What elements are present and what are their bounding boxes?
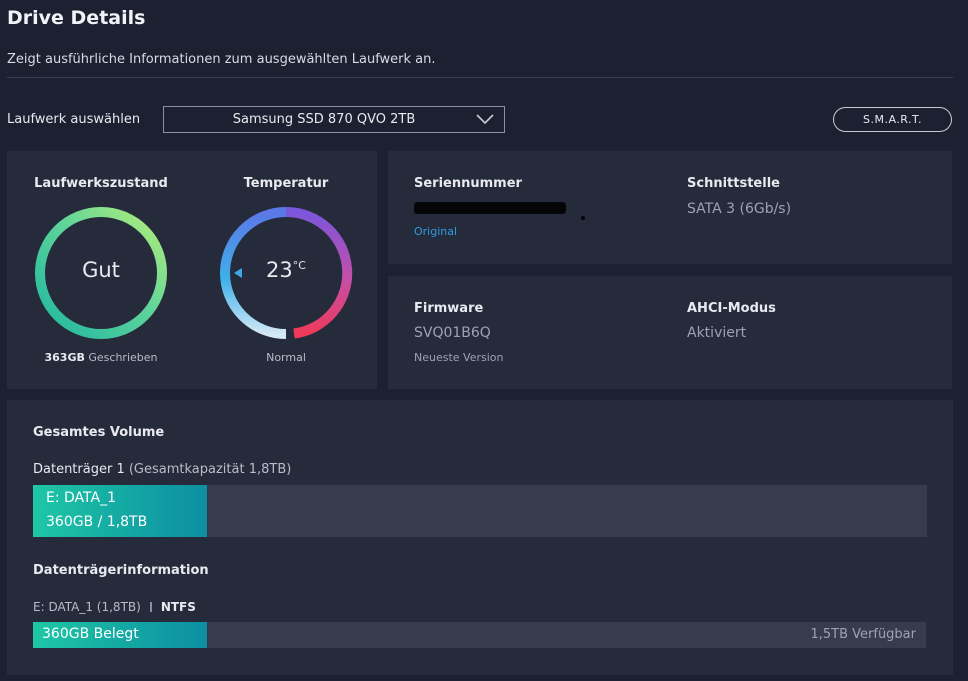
ahci-value: Aktiviert: [687, 325, 747, 341]
temperature-indicator: [234, 268, 242, 278]
drive-select-label: Laufwerk auswählen: [7, 112, 141, 127]
serial-interface-card: Seriennummer Original Schnittstelle SATA…: [388, 151, 952, 264]
health-gauge: [35, 207, 167, 339]
temperature-gauge: [220, 206, 353, 339]
written-label: Geschrieben: [88, 351, 158, 364]
usage-bar: 360GB Belegt 1,5TB Verfügbar: [33, 622, 926, 648]
temperature-number: 23: [266, 258, 293, 282]
redaction-dot: [581, 216, 585, 220]
written-amount: 363GB: [44, 351, 85, 364]
partition-block[interactable]: E: DATA_1 360GB / 1,8TB: [33, 485, 208, 537]
disk-info-partition: E: DATA_1 (1,8TB): [33, 600, 141, 614]
interface-label: Schnittstelle: [687, 176, 780, 191]
firmware-status: Neueste Version: [414, 351, 504, 364]
firmware-label: Firmware: [414, 301, 484, 316]
info-separator: [149, 602, 152, 612]
volume-title: Gesamtes Volume: [33, 425, 165, 440]
usage-free-label: 1,5TB Verfügbar: [810, 627, 916, 642]
disk-info-filesystem: NTFS: [160, 600, 196, 614]
partition-size: 360GB / 1,8TB: [46, 514, 148, 530]
drive-status-card: Laufwerkszustand Gut 363GB Geschrieben T…: [7, 151, 377, 389]
disk-info-title: Datenträgerinformation: [33, 563, 209, 578]
usage-used-label: 360GB Belegt: [42, 626, 139, 642]
ahci-label: AHCI-Modus: [687, 301, 776, 316]
health-value: Gut: [82, 258, 120, 282]
serial-label: Seriennummer: [414, 176, 522, 191]
page-title: Drive Details: [7, 7, 146, 29]
volume-card: Gesamtes Volume Datenträger 1 (Gesamtkap…: [7, 400, 953, 675]
temperature-title: Temperatur: [243, 176, 329, 191]
drive-select-dropdown[interactable]: Samsung SSD 870 QVO 2TB: [163, 106, 505, 133]
title-divider: [7, 77, 953, 78]
drive-select-value: Samsung SSD 870 QVO 2TB: [232, 112, 416, 127]
interface-value: SATA 3 (6Gb/s): [687, 201, 792, 217]
partition-name: E: DATA_1: [46, 490, 116, 506]
disk-line: Datenträger 1 (Gesamtkapazität 1,8TB): [33, 462, 291, 477]
temperature-value: 23°C: [206, 258, 366, 282]
chevron-down-icon: [476, 112, 494, 130]
disk-name: Datenträger 1: [33, 462, 125, 477]
page-subtitle: Zeigt ausführliche Informationen zum aus…: [7, 52, 436, 67]
firmware-value: SVQ01B6Q: [414, 325, 491, 341]
temperature-status: Normal: [266, 351, 306, 364]
serial-original-link[interactable]: Original: [414, 225, 458, 238]
smart-button[interactable]: S.M.A.R.T.: [833, 107, 952, 132]
serial-redaction: [414, 202, 566, 214]
disk-info-line: E: DATA_1 (1,8TB) NTFS: [33, 600, 196, 614]
usage-fill: [33, 622, 208, 648]
temperature-unit: °C: [292, 259, 306, 272]
health-written: 363GB Geschrieben: [21, 351, 181, 364]
firmware-ahci-card: Firmware SVQ01B6Q Neueste Version AHCI-M…: [388, 276, 952, 389]
health-title: Laufwerkszustand: [34, 176, 168, 191]
partition-track: E: DATA_1 360GB / 1,8TB: [33, 485, 927, 537]
disk-capacity: (Gesamtkapazität 1,8TB): [128, 462, 292, 477]
